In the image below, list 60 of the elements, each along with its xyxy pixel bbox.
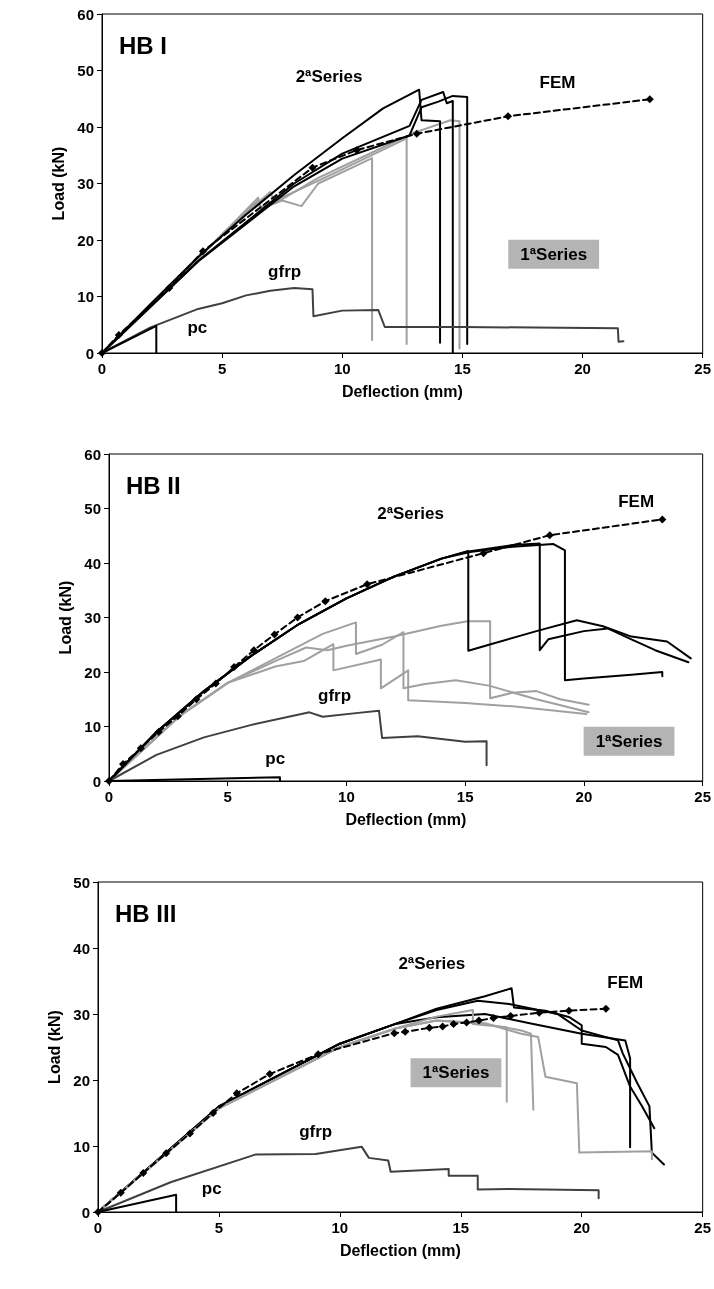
annotation: FEM	[607, 972, 644, 992]
y-tick-label: 10	[77, 288, 94, 305]
y-axis-title: Load (kN)	[56, 580, 74, 655]
x-tick-label: 10	[338, 788, 355, 805]
x-tick-label: 15	[452, 1219, 470, 1236]
y-tick-label: 40	[84, 554, 101, 572]
x-tick-label: 10	[333, 360, 351, 377]
y-tick-label: 0	[92, 772, 101, 790]
x-tick-label: 10	[331, 1219, 349, 1236]
y-tick-label: 0	[81, 1203, 90, 1221]
x-axis-title: Deflection (mm)	[345, 810, 467, 828]
annotation: pc	[201, 1179, 222, 1199]
y-tick-label: 50	[84, 500, 101, 517]
y-axis-title: Load (kN)	[49, 146, 67, 221]
annotation: 1ªSeries	[595, 731, 663, 751]
y-tick-label: 50	[77, 62, 94, 79]
annotation: 2ªSeries	[398, 953, 466, 973]
x-tick-label: 25	[694, 360, 711, 377]
y-tick-label: 30	[73, 1005, 90, 1023]
text: HB II	[126, 471, 181, 499]
text: HB I	[119, 31, 167, 59]
x-axis-title: Deflection (mm)	[341, 382, 463, 400]
x-tick-label: 5	[214, 1219, 224, 1236]
annotation: FEM	[618, 492, 655, 512]
annotation: 2ªSeries	[295, 67, 363, 87]
x-tick-label: 25	[694, 1219, 711, 1236]
annotation: gfrp	[318, 686, 352, 706]
x-tick-label: 5	[223, 788, 232, 805]
x-tick-label: 25	[694, 788, 711, 805]
y-tick-label: 60	[77, 5, 94, 23]
annotation: pc	[265, 748, 286, 768]
y-tick-label: 0	[85, 344, 94, 362]
annotation: pc	[187, 317, 208, 337]
x-tick-label: 20	[574, 360, 591, 377]
y-tick-label: 50	[73, 873, 90, 891]
x-tick-label: 5	[217, 360, 227, 377]
y-tick-label: 10	[73, 1137, 90, 1155]
y-tick-label: 20	[73, 1071, 90, 1089]
y-axis-title: Load (kN)	[45, 1010, 63, 1084]
y-tick-label: 60	[84, 445, 101, 463]
x-tick-label: 0	[104, 788, 114, 805]
text: HB III	[115, 899, 177, 927]
y-tick-label: 20	[84, 663, 101, 681]
y-tick-label: 30	[77, 175, 94, 192]
annotation: 1ªSeries	[422, 1063, 490, 1083]
annotation: gfrp	[299, 1121, 333, 1141]
y-tick-label: 40	[73, 939, 90, 957]
annotation: 2ªSeries	[377, 503, 444, 523]
annotation: 1ªSeries	[520, 244, 588, 264]
annotation: FEM	[539, 73, 576, 93]
x-tick-label: 15	[454, 360, 471, 377]
x-tick-label: 15	[456, 788, 474, 805]
y-tick-label: 20	[77, 231, 94, 249]
y-tick-label: 10	[84, 718, 101, 735]
x-axis-title: Deflection (mm)	[339, 1241, 461, 1259]
x-tick-label: 20	[575, 788, 593, 805]
x-tick-label: 20	[573, 1219, 591, 1236]
y-tick-label: 30	[84, 609, 101, 626]
y-tick-label: 40	[77, 118, 94, 136]
annotation: gfrp	[268, 261, 302, 281]
